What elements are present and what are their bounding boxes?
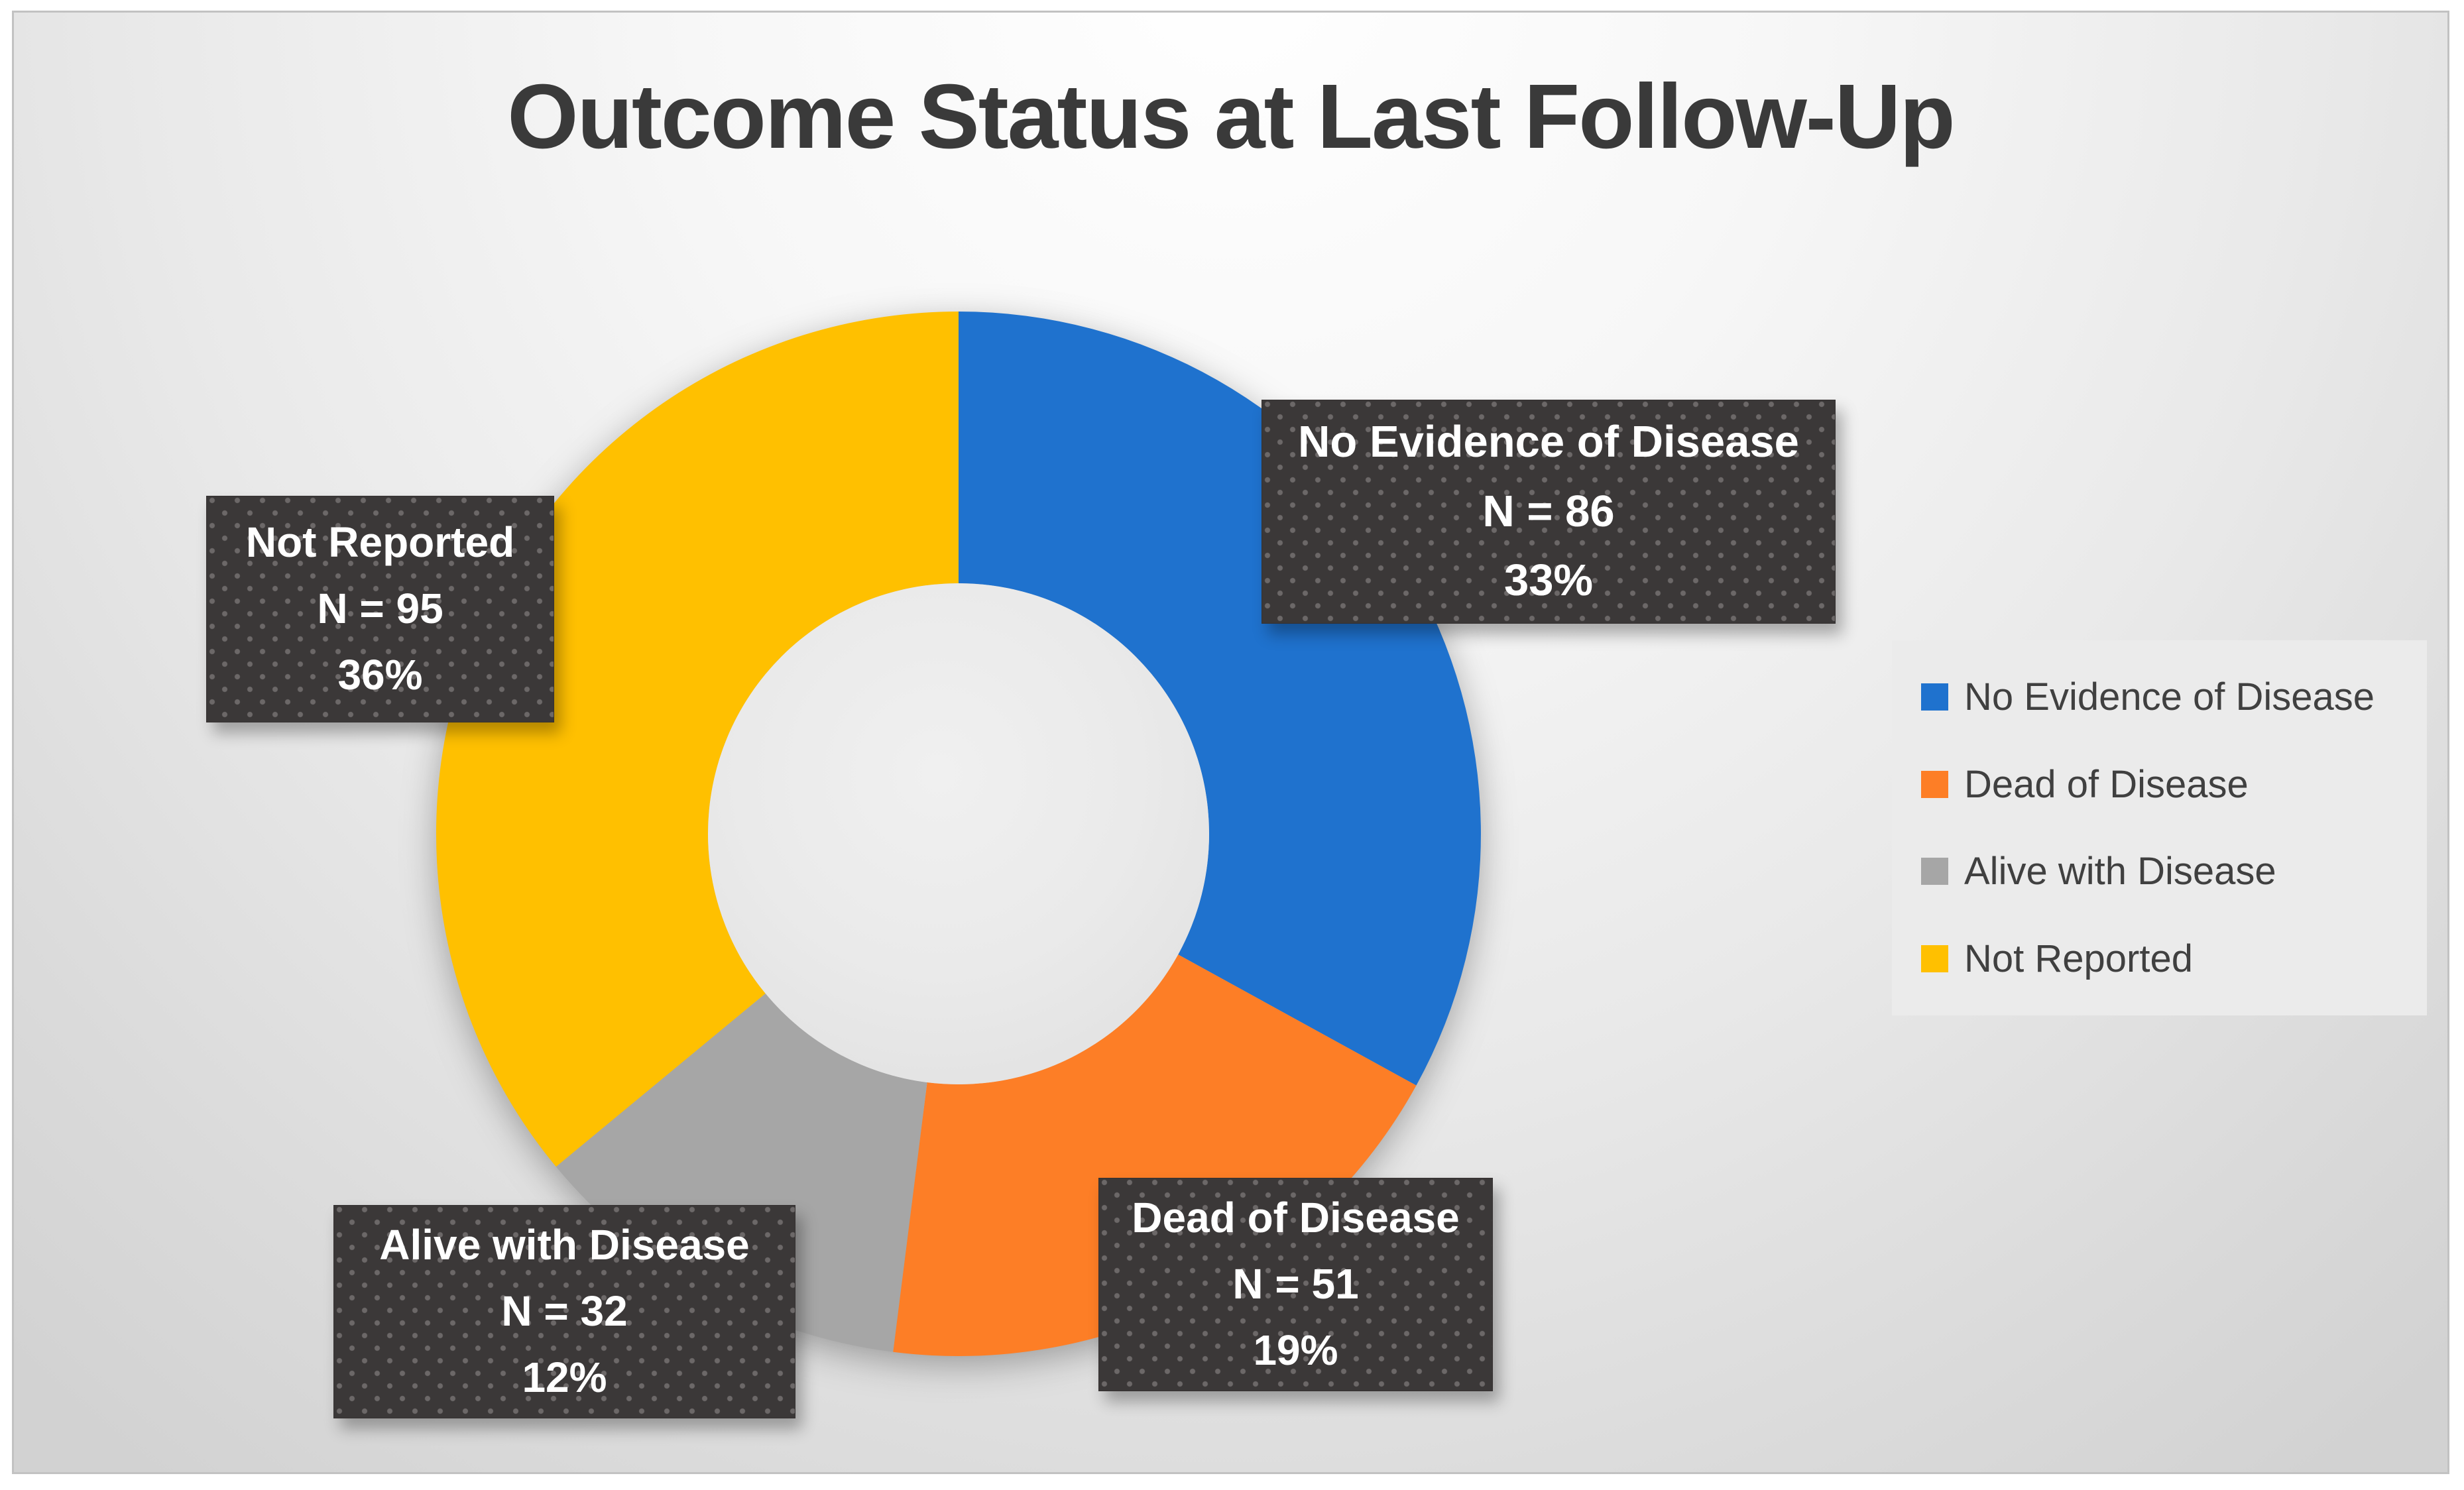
legend-label: Dead of Disease xyxy=(1964,762,2249,806)
legend-swatch xyxy=(1921,858,1948,886)
donut-slice-2 xyxy=(556,993,927,1352)
donut-hole xyxy=(708,583,1209,1084)
legend-item-dead-of-disease: Dead of Disease xyxy=(1892,762,2427,807)
callout-n: N = 95 xyxy=(317,585,443,633)
legend-item-alive-with-disease: Alive with Disease xyxy=(1892,849,2427,893)
chart-title: Outcome Status at Last Follow-Up xyxy=(507,66,1955,168)
callout-n: N = 51 xyxy=(1232,1260,1359,1308)
callout-label: No Evidence of Disease xyxy=(1298,417,1799,467)
legend-label: Not Reported xyxy=(1964,937,2193,980)
callout-alive-with-disease: Alive with Disease N = 32 12% xyxy=(333,1205,795,1418)
callout-dead-of-disease: Dead of Disease N = 51 19% xyxy=(1098,1178,1493,1391)
callout-pct: 12% xyxy=(522,1353,607,1401)
callout-n: N = 32 xyxy=(501,1287,628,1336)
legend-swatch xyxy=(1921,945,1948,972)
callout-pct: 33% xyxy=(1503,555,1594,606)
legend-swatch xyxy=(1921,770,1948,798)
donut-slice-3 xyxy=(436,312,959,1167)
legend-label: No Evidence of Disease xyxy=(1964,675,2375,718)
legend-swatch xyxy=(1921,683,1948,711)
callout-n: N = 86 xyxy=(1482,486,1615,536)
callout-pct: 36% xyxy=(337,650,423,699)
legend-label: Alive with Disease xyxy=(1964,850,2276,893)
callout-label: Alive with Disease xyxy=(379,1221,750,1269)
donut-slice-1 xyxy=(893,954,1417,1357)
callout-label: Dead of Disease xyxy=(1132,1194,1460,1242)
chart-figure: Outcome Status at Last Follow-Up No Evid… xyxy=(12,11,2449,1474)
callout-pct: 19% xyxy=(1253,1326,1338,1374)
callout-no-evidence-of-disease: No Evidence of Disease N = 86 33% xyxy=(1261,400,1836,624)
legend-item-no-evidence-of-disease: No Evidence of Disease xyxy=(1892,675,2427,719)
legend-item-not-reported: Not Reported xyxy=(1892,937,2427,981)
callout-label: Not Reported xyxy=(245,518,515,567)
callout-not-reported: Not Reported N = 95 36% xyxy=(206,496,554,722)
legend: No Evidence of Disease Dead of Disease A… xyxy=(1892,640,2427,1015)
